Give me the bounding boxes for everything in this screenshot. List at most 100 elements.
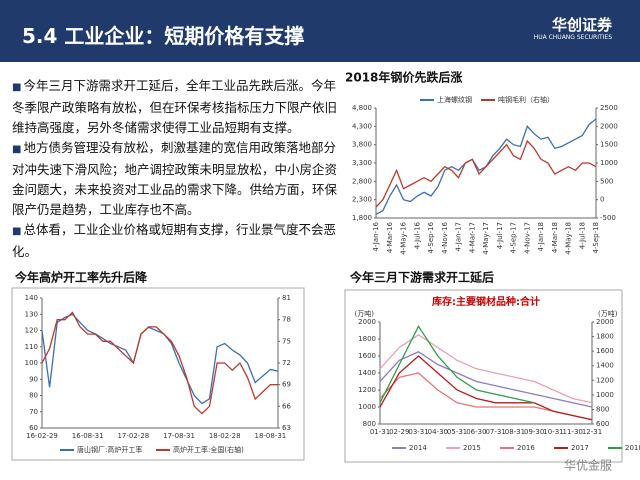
x-tick-label: 16-02-29	[26, 432, 58, 440]
y-tick-label: 2,300	[352, 196, 372, 204]
y2-tick-label: 2000	[596, 318, 614, 326]
legend-label: 2018	[625, 444, 640, 452]
bullet-list: 今年三月下游需求开工延后，全年工业品先跌后涨。今年冬季限产政策略有放松，但在环保…	[12, 76, 344, 262]
x-tick-label: 4-Mar-18	[551, 222, 559, 253]
x-tick-label: 18-02-28	[209, 432, 241, 440]
x-tick-label: 04-30	[428, 428, 448, 436]
x-tick-label: 01-31	[370, 428, 390, 436]
y-tick-label: 110	[25, 343, 38, 351]
chart-title: 2018年钢价先跌后涨	[345, 70, 462, 85]
y2-tick-label: 66	[282, 402, 291, 410]
x-tick-label: 12-31	[582, 428, 602, 436]
slide-title: 5.4 工业企业：短期价格有支撑	[22, 24, 305, 48]
legend-label: 高炉开工率:全国(右轴)	[173, 445, 244, 454]
x-tick-label: 4-Jul-17	[496, 222, 504, 249]
x-tick-label: 11-30	[563, 428, 583, 436]
line-series	[375, 139, 597, 208]
y-tick-label: 3,300	[352, 159, 372, 167]
y2-tick-label: 63	[282, 424, 291, 432]
x-tick-label: 4-Jan-16	[372, 221, 380, 251]
x-tick-label: 4-May-16	[400, 221, 408, 254]
x-tick-label: 4-Nov-16	[441, 221, 449, 253]
y-tick-label: 1000	[358, 403, 376, 411]
x-tick-label: 03-31	[408, 428, 428, 436]
y2-tick-label: 1500	[600, 141, 618, 149]
y2-tick-label: 1800	[596, 333, 614, 341]
y2-unit: (万吨)	[598, 309, 618, 318]
x-tick-label: 4-Nov-17	[523, 222, 531, 254]
x-tick-label: 4-May-18	[565, 222, 573, 255]
y2-tick-label: 800	[596, 405, 609, 413]
y-tick-label: 60	[29, 424, 38, 432]
y2-tick-label: 2500	[600, 104, 618, 112]
bullet: 今年三月下游需求开工延后，全年工业品先跌后涨。今年冬季限产政策略有放松，但在环保…	[12, 76, 344, 138]
x-tick-label: 4-Sep-17	[510, 222, 518, 254]
x-tick-label: 4-Mar-17	[468, 222, 476, 253]
y2-tick-label: 1600	[596, 347, 614, 355]
x-tick-label: 07-31	[485, 428, 505, 436]
y-tick-label: 80	[29, 392, 38, 400]
x-tick-label: 09-30	[524, 428, 544, 436]
y-tick-label: 1600	[358, 352, 376, 360]
x-tick-label: 4-Jul-16	[413, 221, 421, 249]
x-tick-label: 4-Jan-18	[537, 222, 545, 252]
watermark: 华优金服	[564, 458, 612, 473]
legend-label: 2016	[517, 444, 535, 452]
y-tick-label: 1400	[358, 369, 376, 377]
y-tick-label: 1200	[358, 386, 376, 394]
y-tick-label: 3,800	[352, 141, 372, 149]
y-tick-label: 4,300	[352, 122, 372, 130]
x-tick-label: 4-Jul-18	[578, 222, 586, 249]
x-tick-label: 4-Mar-16	[386, 221, 394, 253]
x-tick-label: 4-Jan-17	[455, 222, 463, 252]
y2-tick-label: 1400	[596, 362, 614, 370]
line-series	[379, 351, 593, 408]
y-tick-label: 90	[29, 375, 38, 383]
bullet: 地方债务管理没有放松，刺激基建的宽信用政策落地部分对冲失速下滑风险；地产调控政策…	[12, 138, 344, 220]
chart-title: 今年高炉开工率先升后降	[14, 270, 148, 285]
chart-title: 今年三月下游需求开工延后	[349, 270, 494, 285]
x-tick-label: 02-29	[389, 428, 409, 436]
y-tick-label: 1,800	[352, 214, 372, 222]
legend-label: 2015	[463, 444, 481, 452]
y-tick-label: 800	[363, 420, 376, 428]
y2-tick-label: 72	[282, 359, 291, 367]
y2-tick-label: 1000	[596, 391, 614, 399]
x-tick-label: 4-Sep-16	[427, 221, 435, 253]
y2-tick-label: 0	[600, 196, 604, 204]
y-tick-label: 4,800	[352, 104, 372, 112]
x-tick-label: 10-31	[543, 428, 563, 436]
y2-tick-label: -500	[600, 214, 616, 222]
y2-tick-label: 81	[282, 294, 291, 302]
y-unit: (万吨)	[355, 309, 375, 318]
y-tick-label: 140	[25, 294, 38, 302]
x-tick-label: 4-Sep-18	[592, 222, 600, 254]
chart-frame	[344, 289, 623, 463]
logo: 华创证券	[551, 16, 612, 34]
y-tick-label: 2,800	[352, 177, 372, 185]
x-tick-label: 17-02-28	[117, 432, 149, 440]
line-series	[379, 334, 593, 404]
y-tick-label: 100	[25, 359, 38, 367]
x-tick-label: 06-30	[466, 428, 486, 436]
y-tick-label: 1800	[358, 335, 376, 343]
header: 5.4 工业企业：短期价格有支撑 华创证券 HUA CHUANG SECURIT…	[0, 0, 640, 62]
legend-label: 唐山钢厂:高炉开工率	[77, 445, 142, 454]
legend-label: 上海螺纹钢	[437, 95, 472, 104]
line-series	[41, 313, 279, 405]
legend-label: 2017	[571, 444, 589, 452]
y2-tick-label: 75	[282, 337, 291, 345]
legend-label: 2014	[409, 444, 427, 452]
y-tick-label: 130	[25, 310, 38, 318]
x-tick-label: 08-31	[505, 428, 525, 436]
y2-tick-label: 600	[596, 420, 609, 428]
line-series	[379, 324, 535, 404]
y2-tick-label: 1200	[596, 376, 614, 384]
chart-subtitle: 库存:主要钢材品种:合计	[432, 295, 540, 308]
bullet: 总体看，工业企业价格或短期有支撑，行业景气度不会恶化。	[12, 220, 344, 262]
y-tick-label: 70	[29, 408, 38, 416]
y2-tick-label: 500	[600, 177, 613, 185]
logo-sub: HUA CHUANG SECURITIES	[533, 34, 612, 41]
